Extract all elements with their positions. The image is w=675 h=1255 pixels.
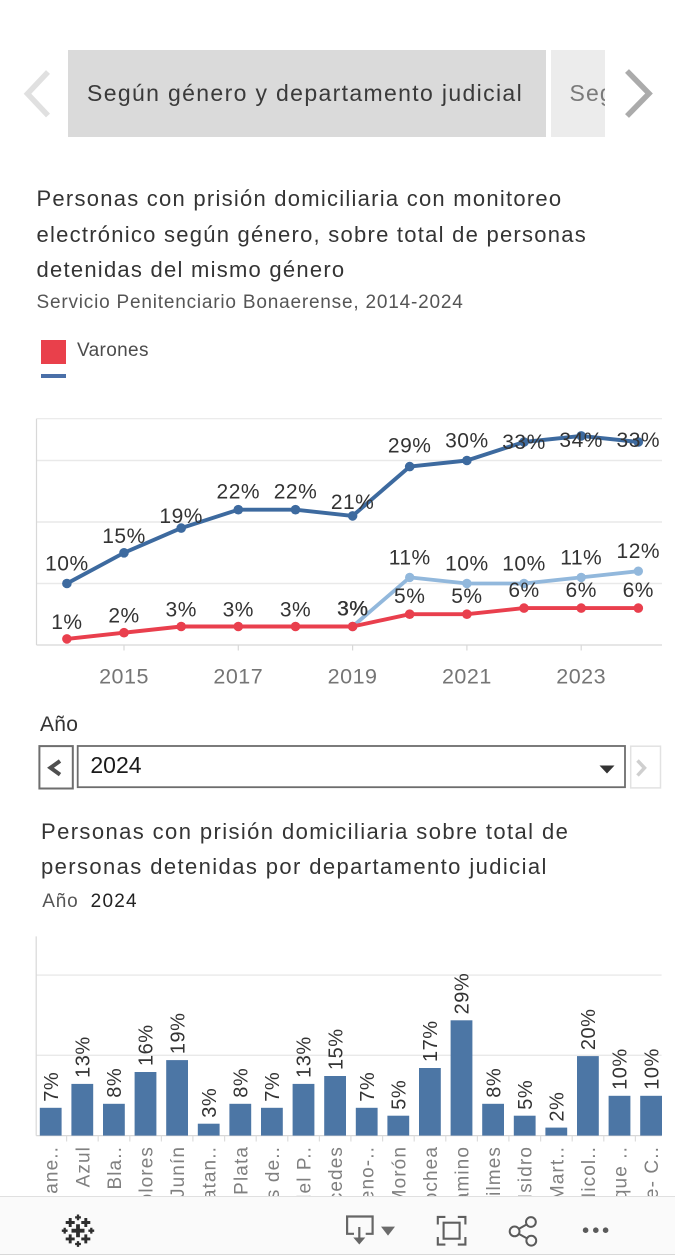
- svg-text:19%: 19%: [167, 1013, 189, 1055]
- svg-text:3%: 3%: [280, 599, 311, 622]
- svg-text:34%: 34%: [559, 429, 603, 452]
- svg-text:13%: 13%: [294, 1036, 316, 1078]
- svg-text:5%: 5%: [515, 1080, 537, 1110]
- svg-text:8%: 8%: [231, 1068, 253, 1098]
- svg-text:15%: 15%: [102, 525, 146, 548]
- svg-text:10%: 10%: [445, 553, 489, 576]
- svg-text:Pergamino: Pergamino: [453, 1146, 474, 1196]
- svg-text:13%: 13%: [73, 1036, 95, 1078]
- svg-text:29%: 29%: [452, 973, 474, 1015]
- svg-text:33%: 33%: [617, 429, 661, 452]
- svg-text:5%: 5%: [389, 1080, 411, 1110]
- svg-text:10%: 10%: [641, 1048, 663, 1090]
- svg-text:La Plata: La Plata: [231, 1146, 252, 1196]
- svg-text:5%: 5%: [394, 585, 425, 608]
- svg-text:Azul: Azul: [73, 1146, 94, 1187]
- svg-text:San Mart..: San Mart..: [547, 1146, 568, 1196]
- svg-text:22%: 22%: [274, 481, 318, 504]
- svg-text:33%: 33%: [502, 431, 546, 454]
- svg-text:Mercedes: Mercedes: [326, 1146, 347, 1196]
- svg-text:15%: 15%: [325, 1028, 347, 1070]
- svg-text:Necochea: Necochea: [421, 1146, 442, 1196]
- svg-text:16%: 16%: [136, 1024, 158, 1066]
- svg-text:Dolores: Dolores: [137, 1146, 158, 1196]
- svg-text:12%: 12%: [617, 540, 661, 563]
- svg-text:2%: 2%: [547, 1092, 569, 1122]
- svg-text:La Matan..: La Matan..: [200, 1146, 221, 1196]
- svg-text:10%: 10%: [502, 553, 546, 576]
- svg-text:6%: 6%: [508, 579, 539, 602]
- svg-text:3%: 3%: [223, 599, 254, 622]
- svg-text:2023: 2023: [556, 664, 606, 688]
- svg-text:San Isidro: San Isidro: [516, 1146, 537, 1196]
- svg-text:San Nicol..: San Nicol..: [579, 1146, 600, 1196]
- svg-text:7%: 7%: [41, 1072, 63, 1102]
- svg-text:5%: 5%: [451, 585, 482, 608]
- svg-text:19%: 19%: [159, 505, 203, 528]
- svg-text:8%: 8%: [104, 1068, 126, 1098]
- svg-text:3%: 3%: [337, 598, 368, 621]
- svg-text:Lomas de..: Lomas de..: [263, 1146, 284, 1196]
- svg-text:6%: 6%: [566, 579, 597, 602]
- svg-text:Zárate- C..: Zárate- C..: [642, 1146, 663, 1196]
- svg-text:2021: 2021: [442, 664, 492, 688]
- svg-text:29%: 29%: [388, 435, 432, 458]
- svg-text:3%: 3%: [337, 598, 368, 621]
- svg-text:2017: 2017: [213, 664, 263, 688]
- svg-text:2024: 2024: [90, 752, 141, 778]
- svg-text:7%: 7%: [357, 1072, 379, 1102]
- svg-text:22%: 22%: [217, 481, 261, 504]
- svg-text:Avellane..: Avellane..: [42, 1146, 63, 1196]
- svg-text:Mar del P..: Mar del P..: [295, 1146, 316, 1196]
- svg-text:Bahía Bla..: Bahía Bla..: [105, 1146, 126, 1196]
- svg-text:1%: 1%: [51, 611, 82, 634]
- svg-text:7%: 7%: [262, 1072, 284, 1102]
- svg-text:21%: 21%: [331, 491, 375, 514]
- svg-text:11%: 11%: [560, 546, 602, 569]
- svg-text:17%: 17%: [420, 1020, 442, 1062]
- svg-text:Morón: Morón: [389, 1146, 410, 1196]
- svg-text:Junín: Junín: [168, 1146, 189, 1196]
- svg-text:30%: 30%: [445, 430, 489, 453]
- svg-text:Moreno-..: Moreno-..: [358, 1146, 379, 1196]
- svg-text:10%: 10%: [610, 1048, 632, 1090]
- svg-text:20%: 20%: [578, 1009, 600, 1051]
- svg-text:10%: 10%: [45, 553, 89, 576]
- svg-text:2015: 2015: [99, 664, 149, 688]
- svg-text:Quilmes: Quilmes: [484, 1146, 505, 1196]
- svg-text:Trenque ..: Trenque ..: [611, 1146, 632, 1196]
- svg-text:3%: 3%: [199, 1088, 221, 1118]
- svg-text:11%: 11%: [389, 546, 431, 569]
- svg-text:3%: 3%: [166, 599, 197, 622]
- svg-text:6%: 6%: [623, 579, 654, 602]
- svg-text:2019: 2019: [328, 664, 378, 688]
- svg-text:2%: 2%: [108, 605, 139, 628]
- svg-text:8%: 8%: [483, 1068, 505, 1098]
